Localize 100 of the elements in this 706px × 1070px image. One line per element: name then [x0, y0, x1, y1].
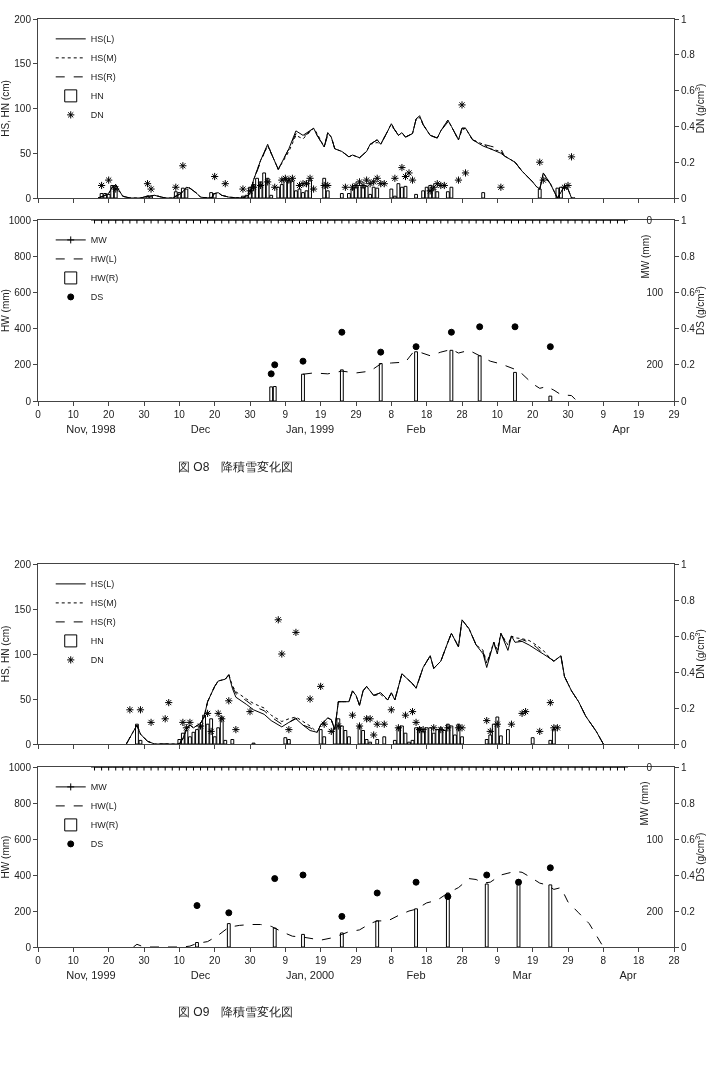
x2-tick-label: Jan, 2000: [285, 969, 335, 981]
y-axis-title: HS, HN (cm): [0, 625, 11, 683]
x-tick-label: 29: [350, 409, 362, 420]
x-tick-label: 10: [67, 955, 80, 966]
legend-label: HN: [90, 636, 104, 647]
x-tick-label: 28: [668, 955, 680, 966]
x-tick-label: 10: [173, 955, 186, 966]
x-tick-label: 20: [527, 409, 539, 420]
y-axis-title: HS, HN (cm): [0, 80, 11, 137]
legend-label: HW(R): [90, 273, 119, 284]
y-tick-label: 200: [14, 359, 32, 371]
x-tick-label: 30: [562, 409, 574, 420]
y3-tick-label: 200: [646, 359, 664, 371]
x-tick-label: 20: [103, 955, 115, 966]
caption: 図 O8 降積雪変化図: [178, 459, 294, 476]
y2-tick-label: 0: [681, 395, 687, 407]
y-tick-label: 600: [14, 833, 32, 845]
legend-label: DS: [90, 839, 104, 850]
y3-axis-title: MW (mm): [640, 234, 652, 279]
y3-tick-label: 0: [646, 761, 653, 773]
legend-label: DN: [90, 655, 104, 666]
y3-tick-label: 100: [646, 286, 664, 298]
y2-tick-label: 1: [681, 214, 687, 226]
y2-tick-label: 0: [681, 192, 687, 204]
y2-tick-label: 0.2: [681, 905, 696, 917]
x2-tick-label: Mar: [501, 423, 522, 435]
x-tick-label: 8: [600, 955, 607, 966]
y3-axis-title: MW (mm): [639, 781, 651, 826]
legend-label: DS: [90, 292, 104, 303]
y-tick-label: 800: [14, 250, 32, 262]
y-tick-label: 0: [25, 395, 32, 407]
x-tick-label: 18: [421, 409, 433, 420]
x-tick-label: 18: [421, 955, 433, 966]
x-tick-label: 30: [138, 955, 150, 966]
x-tick-label: 10: [173, 409, 186, 420]
legend-label: MW: [90, 782, 108, 793]
x-tick-label: 20: [209, 409, 221, 420]
legend-label: HW(L): [90, 254, 117, 265]
x-tick-label: 30: [138, 409, 150, 420]
y2-tick-label: 0.2: [681, 359, 696, 371]
y-tick-label: 800: [14, 797, 32, 809]
y-axis-title: HW (mm): [0, 835, 11, 879]
x-tick-label: 29: [668, 409, 680, 420]
y2-tick-label: 0.8: [681, 49, 696, 61]
y-tick-label: 0: [25, 738, 32, 750]
y2-tick-label: 0.4: [681, 869, 696, 881]
x2-tick-label: Dec: [190, 423, 211, 435]
y-tick-label: 1000: [8, 761, 32, 773]
y2-tick-label: 1: [681, 558, 687, 570]
y2-tick-label: 1: [681, 13, 687, 25]
y-axis-title: HW (mm): [0, 289, 11, 332]
x2-tick-label: Apr: [619, 969, 637, 981]
x-tick-label: 30: [244, 409, 256, 420]
y2-tick-label: 0.4: [681, 323, 696, 335]
x-tick-label: 19: [527, 955, 539, 966]
x-tick-label: 9: [494, 955, 501, 966]
x-tick-label: 9: [600, 409, 607, 420]
legend-label: HS(R): [90, 72, 116, 83]
y2-tick-label: 0.8: [681, 594, 696, 606]
caption: 図 O9 降積雪変化図: [178, 1004, 294, 1021]
legend-label: HS(L): [90, 579, 115, 590]
y2-tick-label: 1: [681, 761, 687, 773]
y2-tick-label: 0.2: [681, 156, 696, 168]
x-tick-label: 19: [315, 409, 327, 420]
x2-tick-label: Nov, 1999: [66, 969, 116, 981]
x2-tick-label: Nov, 1998: [66, 423, 116, 435]
legend-label: HW(L): [90, 801, 117, 812]
y-tick-label: 200: [14, 905, 32, 917]
x2-tick-label: Feb: [406, 423, 426, 435]
y-tick-label: 50: [19, 693, 32, 705]
y-tick-label: 150: [14, 58, 32, 70]
y2-tick-label: 0.2: [681, 702, 696, 714]
y2-tick-label: 0.8: [681, 250, 696, 262]
x2-tick-label: Feb: [406, 969, 426, 981]
y-tick-label: 1000: [8, 214, 32, 226]
y2-tick-label: 0: [681, 941, 687, 953]
x-tick-label: 20: [209, 955, 221, 966]
y3-tick-label: 100: [646, 833, 664, 845]
x-tick-label: 20: [103, 409, 115, 420]
x-tick-label: 8: [388, 409, 395, 420]
legend-label: HS(M): [90, 598, 117, 609]
legend-label: HN: [90, 91, 104, 102]
y-tick-label: 200: [14, 558, 32, 570]
y3-tick-label: 0: [646, 214, 653, 226]
legend-label: DN: [90, 110, 104, 121]
legend-label: HS(R): [90, 617, 116, 628]
x-tick-label: 10: [491, 409, 504, 420]
legend-label: HS(M): [90, 53, 117, 64]
x-tick-label: 19: [633, 409, 645, 420]
x-tick-label: 0: [35, 955, 42, 966]
x2-tick-label: Dec: [190, 969, 211, 981]
x-tick-label: 9: [282, 955, 289, 966]
x2-tick-label: Mar: [512, 969, 532, 981]
y-tick-label: 0: [25, 941, 32, 953]
y-tick-label: 400: [14, 323, 32, 335]
x-tick-label: 30: [244, 955, 256, 966]
x-tick-label: 28: [456, 955, 468, 966]
x-tick-label: 9: [282, 409, 289, 420]
x-tick-label: 19: [315, 955, 327, 966]
y2-tick-label: 0: [681, 738, 687, 750]
